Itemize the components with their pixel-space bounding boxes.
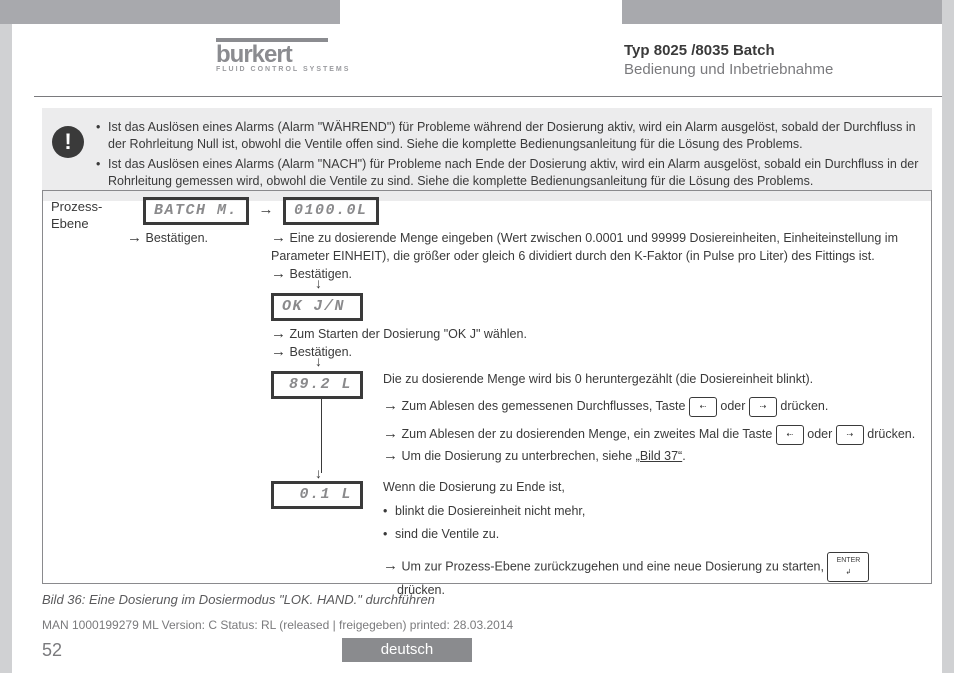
key-left-icon: ⇠ — [776, 425, 804, 445]
doc-type-title: Typ 8025 /8035 Batch — [624, 42, 833, 59]
page-number: 52 — [42, 640, 62, 661]
confirm-label: Bestätigen. — [145, 231, 208, 245]
alert-box: ! Ist das Auslösen eines Alarms (Alarm "… — [42, 108, 932, 201]
arrow-right-icon: → — [383, 423, 398, 444]
header-bar-right — [622, 0, 942, 24]
alert-icon: ! — [52, 126, 84, 158]
counting-intro: Die zu dosierende Menge wird bis 0 herun… — [383, 372, 813, 386]
key-enter-icon: ENTER↲ — [827, 552, 869, 582]
alert-item: Ist das Auslösen eines Alarms (Alarm "NA… — [96, 156, 922, 190]
arrow-right-icon: → — [271, 341, 286, 362]
header-rule — [34, 96, 942, 97]
connector-line — [321, 399, 322, 473]
arrow-right-icon: → — [271, 263, 286, 284]
read-amount-text: Zum Ablesen der zu dosierenden Menge, ei… — [401, 427, 772, 441]
header-bar-left — [0, 0, 340, 24]
okj-text: Zum Starten der Dosierung "OK J" wählen. — [289, 327, 526, 341]
alert-item: Ist das Auslösen eines Alarms (Alarm "WÄ… — [96, 119, 922, 153]
arrow-down-icon: ↓ — [315, 465, 322, 481]
logo-text: burkert — [216, 44, 350, 66]
arrow-right-icon: → — [383, 395, 398, 416]
arrow-down-icon: ↓ — [315, 275, 322, 291]
end-intro: Wenn die Dosierung zu Ende ist, — [383, 479, 913, 497]
procedure-box: Prozess- Ebene BATCH M. → 0100.0L → Best… — [42, 190, 932, 584]
arrow-right-icon: → — [383, 445, 398, 466]
press-label: drücken. — [867, 427, 915, 441]
header-title-block: Typ 8025 /8035 Batch Bedienung und Inbet… — [624, 42, 833, 78]
interrupt-text: Um die Dosierung zu unterbrechen, siehe — [401, 449, 632, 463]
lcd-okjn: OK J/N — [271, 293, 363, 321]
end-bullet: blinkt die Dosiereinheit nicht mehr, — [383, 503, 913, 521]
read-flow-text: Zum Ablesen des gemessenen Durchflusses,… — [401, 399, 685, 413]
lcd-value: 0100.0L — [283, 197, 379, 225]
press-label: drücken. — [780, 399, 828, 413]
doc-info: MAN 1000199279 ML Version: C Status: RL … — [42, 618, 513, 632]
key-right-icon: ⇢ — [749, 397, 777, 417]
logo-subtext: FLUID CONTROL SYSTEMS — [216, 66, 350, 73]
or-label: oder — [720, 399, 745, 413]
level-label: Prozess- Ebene — [51, 199, 131, 233]
bild37-link[interactable]: „Bild 37“ — [636, 449, 683, 463]
language-tab: deutsch — [342, 638, 472, 662]
key-left-icon: ⇠ — [689, 397, 717, 417]
return-text: Um zur Prozess-Ebene zurückzugehen und e… — [401, 559, 823, 573]
key-right-icon: ⇢ — [836, 425, 864, 445]
lcd-final: 0.1 L — [271, 481, 363, 509]
arrow-right-icon: → — [259, 199, 274, 220]
page: burkert FLUID CONTROL SYSTEMS Typ 8025 /… — [12, 0, 942, 673]
arrow-right-icon: → — [271, 227, 286, 248]
arrow-right-icon: → — [383, 555, 398, 576]
logo: burkert FLUID CONTROL SYSTEMS — [216, 38, 350, 73]
arrow-down-icon: ↓ — [315, 353, 322, 369]
enter-amount-text: Eine zu dosierende Menge eingeben (Wert … — [271, 231, 898, 263]
end-bullet: sind die Ventile zu. — [383, 526, 913, 544]
figure-caption: Bild 36: Eine Dosierung im Dosiermodus "… — [42, 592, 435, 607]
or-label: oder — [807, 427, 832, 441]
lcd-batch: BATCH M. — [143, 197, 249, 225]
doc-subtitle: Bedienung und Inbetriebnahme — [624, 61, 833, 78]
arrow-right-icon: → — [127, 227, 142, 248]
lcd-counting: 89.2 L — [271, 371, 363, 399]
